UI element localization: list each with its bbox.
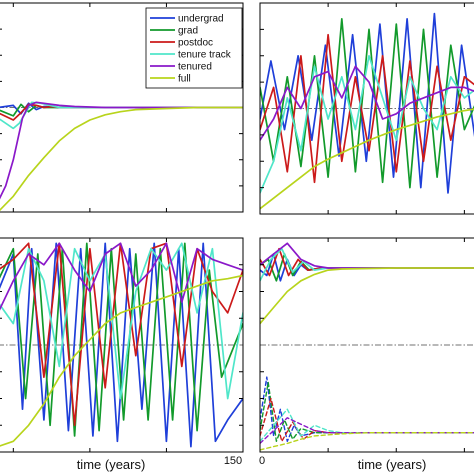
legend-label-tenured: tenured xyxy=(178,62,212,73)
series-line-full-top-right xyxy=(260,108,474,210)
x-axis-label-bottom-right: time (years) xyxy=(358,457,427,472)
series-line-tenured-bottom-right xyxy=(260,242,474,269)
legend-label-undergrad: undergrad xyxy=(178,14,224,25)
axes-frame-bottom-left xyxy=(0,237,244,453)
x-tick-label-bottom-right-0: 0 xyxy=(259,455,265,467)
series-line-tenure-track-top-right xyxy=(260,54,474,194)
series-line-undergrad-dashed-bottom-right xyxy=(260,376,474,442)
series-line-tenured-bottom-left xyxy=(0,242,243,311)
legend-label-full: full xyxy=(178,74,191,85)
legend-label-tenure-track: tenure track xyxy=(178,50,232,61)
series-line-tenured-top-right xyxy=(260,65,474,142)
legend-label-postdoc: postdoc xyxy=(178,38,213,49)
x-tick-label-bottom-left-150: 150 xyxy=(224,455,242,467)
legend-box xyxy=(145,7,243,89)
x-axis-label-bottom-left: time (years) xyxy=(77,457,146,472)
series-line-tenured-dashed-bottom-right xyxy=(260,417,474,445)
series-line-full-dashed-bottom-right xyxy=(260,432,474,451)
panel-bottom-right xyxy=(259,237,474,453)
series-line-tenure-track-bottom-left xyxy=(0,242,243,400)
legend: undergrad grad postdoc tenure track tenu… xyxy=(145,7,243,89)
legend-label-grad: grad xyxy=(178,26,198,37)
series-line-full-top-left xyxy=(0,106,243,212)
axes-frame-bottom-right xyxy=(259,237,474,453)
series-line-grad-bottom-left xyxy=(0,242,243,437)
legend-entry-grad: grad xyxy=(150,26,198,37)
legend-entry-postdoc: postdoc xyxy=(150,38,213,49)
legend-entry-tenured: tenured xyxy=(150,62,212,73)
panel-top-right xyxy=(259,2,474,215)
series-line-full-bottom-left xyxy=(0,274,243,447)
series-line-tenured-top-left xyxy=(0,101,243,200)
panel-bottom-left xyxy=(0,237,244,453)
series-line-grad-top-right xyxy=(260,17,474,189)
legend-entry-full: full xyxy=(150,74,191,85)
legend-entry-tenure-track: tenure track xyxy=(150,50,232,61)
legend-entry-undergrad: undergrad xyxy=(150,14,224,25)
series-line-full-bottom-right xyxy=(260,267,474,325)
series-line-postdoc-dashed-bottom-right xyxy=(260,397,474,442)
axes-frame-top-left xyxy=(0,2,244,213)
axes-frame-top-right xyxy=(259,2,474,215)
